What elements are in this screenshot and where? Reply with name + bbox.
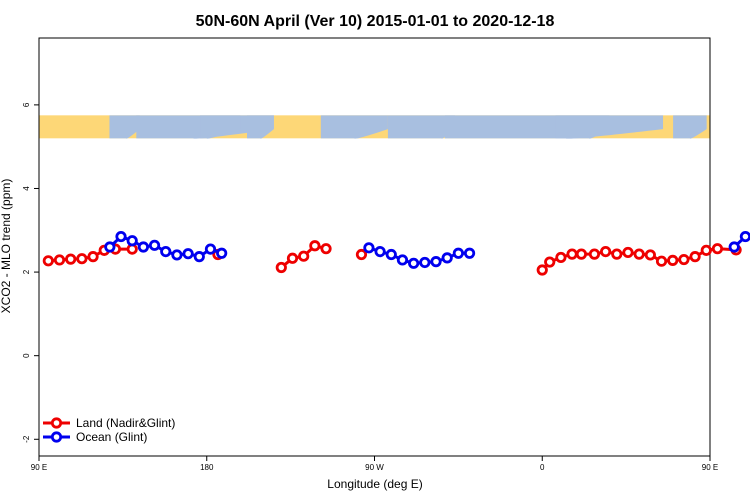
data-point [611,248,623,260]
data-point [171,249,183,261]
map-strip-ocean [320,115,388,139]
map-strip-ocean [109,115,140,139]
data-point [588,248,601,260]
data-point [216,247,228,259]
data-point [286,252,299,264]
data-point [385,248,397,261]
map-strip-ocean [673,115,707,139]
data-point [193,251,205,263]
x-tick-label: 90 E [702,463,718,472]
data-point [76,253,88,265]
data-point [137,241,149,253]
data-point [396,254,409,266]
map-strip [39,115,710,139]
y-axis: -2 0 2 4 6 [22,102,39,443]
data-point [430,256,442,268]
y-tick-label: -2 [22,435,31,443]
data-point [320,243,332,255]
series-ocean [104,230,750,269]
data-point [739,230,750,243]
map-strip-ocean [247,115,274,139]
x-tick-label: 180 [200,463,214,472]
data-point [42,255,54,267]
map-strip-ocean [200,115,241,139]
legend: Land (Nadir&Glint)Ocean (Glint) [43,416,175,444]
data-point [441,252,453,264]
data-point [678,253,690,266]
data-point [536,264,548,276]
data-point [374,245,386,258]
data-point [363,242,375,254]
data-point [555,251,567,264]
data-point [644,249,656,261]
data-point [633,248,645,260]
data-point [419,256,431,269]
data-point [408,257,420,269]
y-tick-label: 2 [22,269,31,274]
data-point [104,241,116,253]
data-point [711,243,724,255]
legend-label: Ocean (Glint) [76,430,147,444]
data-point [115,230,127,243]
legend-marker [50,417,63,429]
data-point [148,239,161,251]
data-point [728,241,740,253]
data-point [622,246,634,259]
data-point [544,256,556,268]
data-point [600,245,612,258]
chart-title: 50N-60N April (Ver 10) 2015-01-01 to 202… [196,13,555,30]
data-point [700,244,712,256]
map-strip-ocean [387,115,456,139]
data-point [463,247,476,259]
data-point [452,247,464,259]
data-point [126,235,138,247]
x-axis-label: Longitude (deg E) [327,477,422,491]
x-tick-label: 0 [540,463,545,472]
x-tick-label: 90 W [365,463,384,472]
data-point [355,248,368,261]
map-strip-ocean [555,115,610,139]
data-point [309,240,321,252]
data-point [655,255,668,267]
data-point [667,254,679,266]
data-point [204,243,217,255]
series-land [42,240,742,276]
data-point [87,251,99,263]
x-axis: 90 E 180 90 W 0 90 E [31,456,718,472]
series-line [368,246,470,265]
x-tick-label: 90 E [31,463,47,472]
data-point [689,251,701,263]
y-tick-label: 0 [22,353,31,358]
data-point [566,248,578,260]
data-point [65,253,77,265]
data-point [298,250,310,262]
data-point [160,245,172,258]
data-point [182,248,194,260]
data-point [53,254,66,266]
data-point [275,261,287,274]
y-tick-label: 4 [22,186,31,191]
legend-marker [50,431,63,443]
y-axis-label: XCO2 - MLO trend (ppm) [0,179,13,314]
data-point [575,248,587,260]
series-layer [42,230,750,276]
y-tick-label: 6 [22,102,31,107]
legend-label: Land (Nadir&Glint) [76,416,175,430]
